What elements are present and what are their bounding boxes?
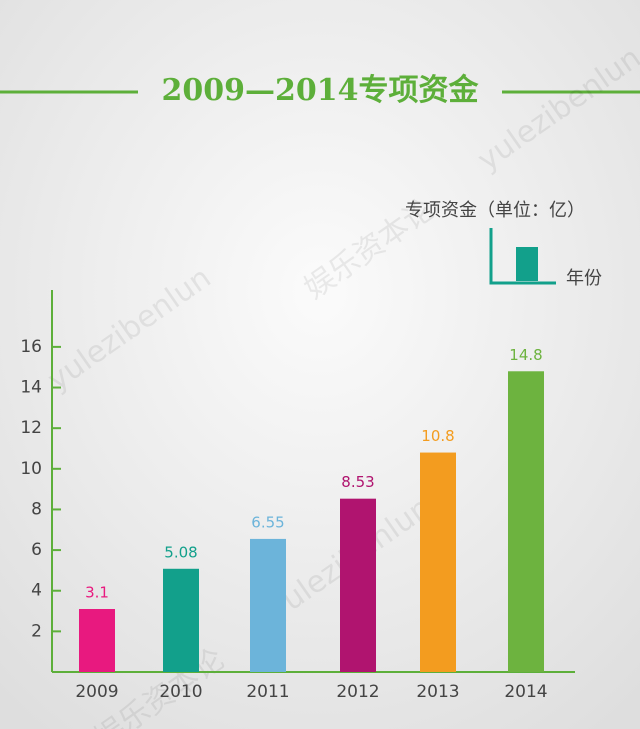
x-axis-label: 年份 xyxy=(566,268,602,289)
legend-icon xyxy=(516,247,538,281)
y-tick-label: 8 xyxy=(31,499,42,519)
y-tick-label: 10 xyxy=(20,459,42,479)
bar xyxy=(340,498,376,672)
value-label: 3.1 xyxy=(85,584,109,602)
x-tick-label: 2014 xyxy=(504,682,547,702)
y-tick-label: 12 xyxy=(20,418,42,438)
x-tick-label: 2009 xyxy=(75,682,118,702)
x-tick-label: 2011 xyxy=(246,682,289,702)
bar xyxy=(508,371,544,672)
value-label: 6.55 xyxy=(251,513,284,531)
value-label: 14.8 xyxy=(509,346,542,364)
value-label: 5.08 xyxy=(164,543,197,561)
legend-icon xyxy=(489,228,556,285)
value-label: 8.53 xyxy=(341,473,374,491)
bar xyxy=(79,609,115,672)
y-axis-label: 专项资金（单位：亿） xyxy=(405,200,585,221)
y-tick-label: 14 xyxy=(20,378,42,398)
value-label: 10.8 xyxy=(421,427,454,445)
y-tick-label: 6 xyxy=(31,540,42,560)
chart-title: 2009—2014专项资金 xyxy=(162,73,480,108)
bar xyxy=(163,568,199,672)
x-tick-label: 2010 xyxy=(159,682,202,702)
x-tick-label: 2013 xyxy=(416,682,459,702)
bar xyxy=(250,538,286,672)
bar xyxy=(420,452,456,672)
y-tick-label: 2 xyxy=(31,621,42,641)
y-tick-label: 16 xyxy=(20,337,42,357)
y-tick-label: 4 xyxy=(31,581,42,601)
x-tick-label: 2012 xyxy=(336,682,379,702)
